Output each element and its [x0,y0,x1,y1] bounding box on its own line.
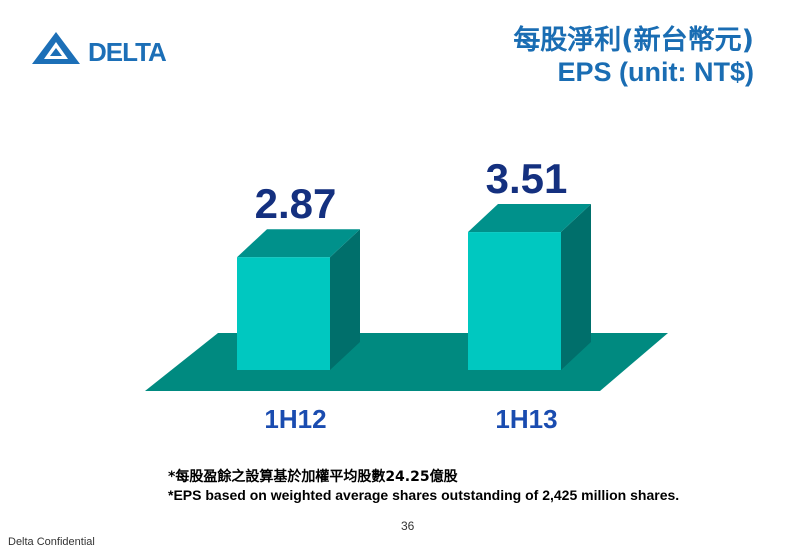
page-title-english: EPS (unit: NT$) [557,57,755,87]
bar-side-face [330,229,360,370]
page-title-chinese: 每股淨利(新台幣元) [513,25,754,56]
brand-name: DELTA [88,37,167,67]
delta-triangle-icon [32,32,80,64]
footnote-chinese: *每股盈餘之設算基於加權平均股數24.25億股 [168,469,458,485]
confidential-label: Delta Confidential [8,536,95,548]
bar-front-face [237,257,330,370]
bar-front-face [468,232,561,370]
category-label-1h12: 1H12 [264,404,326,434]
bar-top-face [237,229,360,258]
bar-top-face [468,204,591,233]
page-number: 36 [401,519,415,533]
bar-1h13 [468,204,591,370]
delta-logo: DELTA [28,28,167,68]
category-label-1h13: 1H13 [495,404,557,434]
bar-1h12 [237,229,360,370]
value-label-1h12: 2.87 [255,180,337,227]
value-label-1h13: 3.51 [486,155,568,202]
bar-side-face [561,204,591,370]
footnote-english: *EPS based on weighted average shares ou… [168,487,680,503]
